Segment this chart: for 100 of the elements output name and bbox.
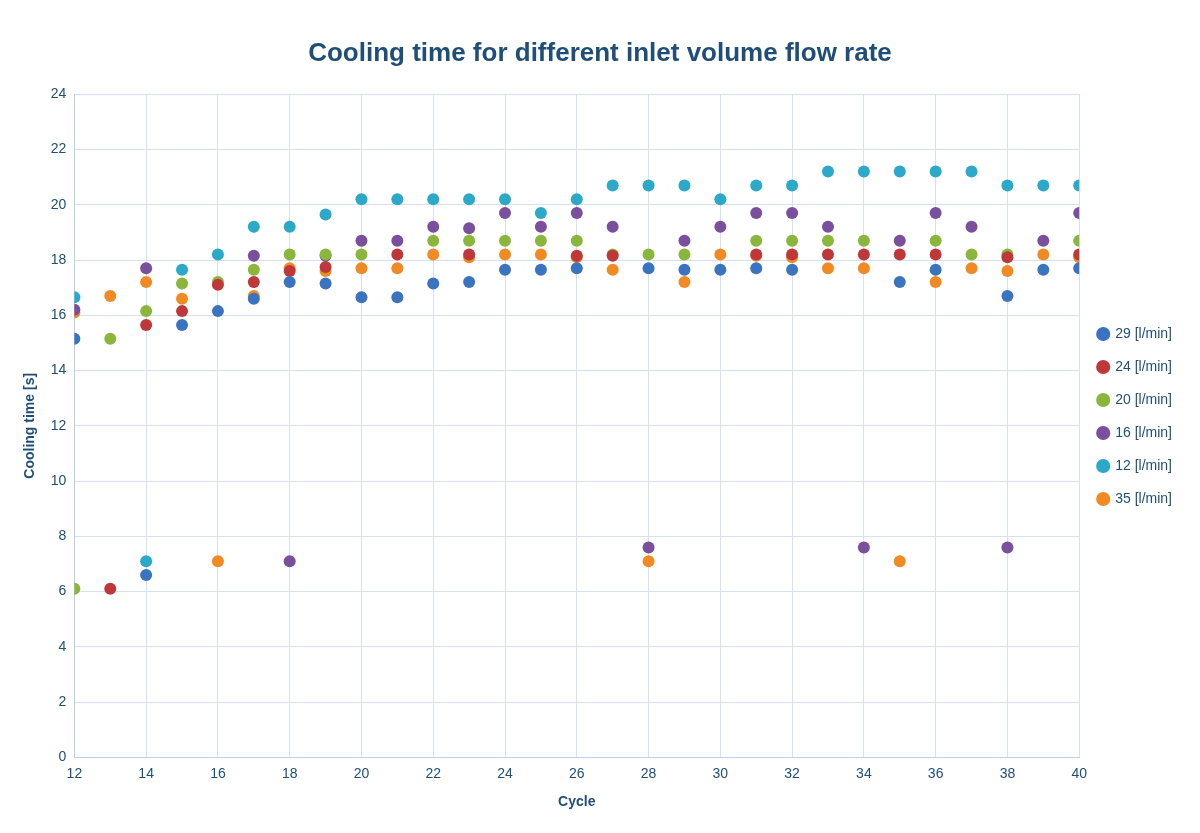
point [821,262,834,275]
point [642,555,655,568]
y-tick-label: 0 [58,748,67,765]
point [391,262,404,275]
point [893,555,906,568]
point [247,220,260,233]
point [965,248,978,261]
point [499,234,512,247]
point [140,318,153,331]
point [642,262,655,275]
point [678,234,691,247]
y-tick-label: 22 [50,140,67,157]
point [929,207,942,220]
y-tick-label: 4 [58,637,67,654]
point [176,292,189,305]
point [463,276,476,289]
x-tick-label: 14 [138,764,155,781]
y-tick-label: 6 [58,582,67,599]
y-tick-label: 2 [58,692,67,709]
x-tick-label: 22 [425,764,442,781]
legend-label: 16 [l/min] [1115,423,1173,440]
point [750,262,763,275]
x-tick-label: 28 [640,764,657,781]
y-tick-label: 14 [50,361,67,378]
point [463,193,476,206]
point [714,248,727,261]
legend-label: 29 [l/min] [1115,324,1173,341]
point [499,193,512,206]
point [857,541,870,554]
point [140,569,153,582]
point [929,165,942,178]
point [678,179,691,192]
point [140,555,153,568]
point [534,234,547,247]
point [570,262,583,275]
x-tick-label: 38 [999,764,1016,781]
point [140,276,153,289]
point [176,277,189,290]
point [857,234,870,247]
x-tick-label: 32 [784,764,801,781]
point [678,248,691,261]
point [176,305,189,318]
point [678,263,691,276]
point [786,179,799,192]
point [140,305,153,318]
point [750,179,763,192]
x-tick-label: 18 [281,764,298,781]
point [857,262,870,275]
point [570,234,583,247]
point [786,263,799,276]
point [857,165,870,178]
point [247,263,260,276]
point [355,248,368,261]
point [1001,541,1014,554]
point [211,248,224,261]
point [821,234,834,247]
point [965,262,978,275]
point [1037,179,1050,192]
point [606,179,619,192]
x-tick-label: 34 [856,764,872,781]
y-tick-label: 16 [50,306,67,323]
point [104,289,117,302]
point [247,249,260,262]
point [570,207,583,220]
point [534,248,547,261]
point [750,207,763,220]
point [211,305,224,318]
point [1037,234,1050,247]
point [427,277,440,290]
point [427,234,440,247]
point [355,193,368,206]
x-tick-label: 20 [353,764,370,781]
point [319,277,332,290]
point [534,220,547,233]
point [642,248,655,261]
point [893,248,906,261]
y-tick-label: 18 [50,250,67,267]
point [283,220,296,233]
point [929,234,942,247]
point [355,291,368,304]
point [965,165,978,178]
legend-label: 12 [l/min] [1115,456,1173,473]
chart-title: Cooling time for different inlet volume flow rate [308,36,892,67]
y-tick-label: 20 [50,195,67,212]
point [355,234,368,247]
point [499,207,512,220]
y-tick-label: 8 [58,527,67,544]
point [929,263,942,276]
point [606,263,619,276]
point [319,208,332,221]
point [821,165,834,178]
point [463,234,476,247]
point [391,193,404,206]
y-tick-label: 12 [50,416,67,433]
point [929,276,942,289]
point [857,248,870,261]
point [283,276,296,289]
point [1001,265,1014,278]
point [391,291,404,304]
point [283,248,296,261]
